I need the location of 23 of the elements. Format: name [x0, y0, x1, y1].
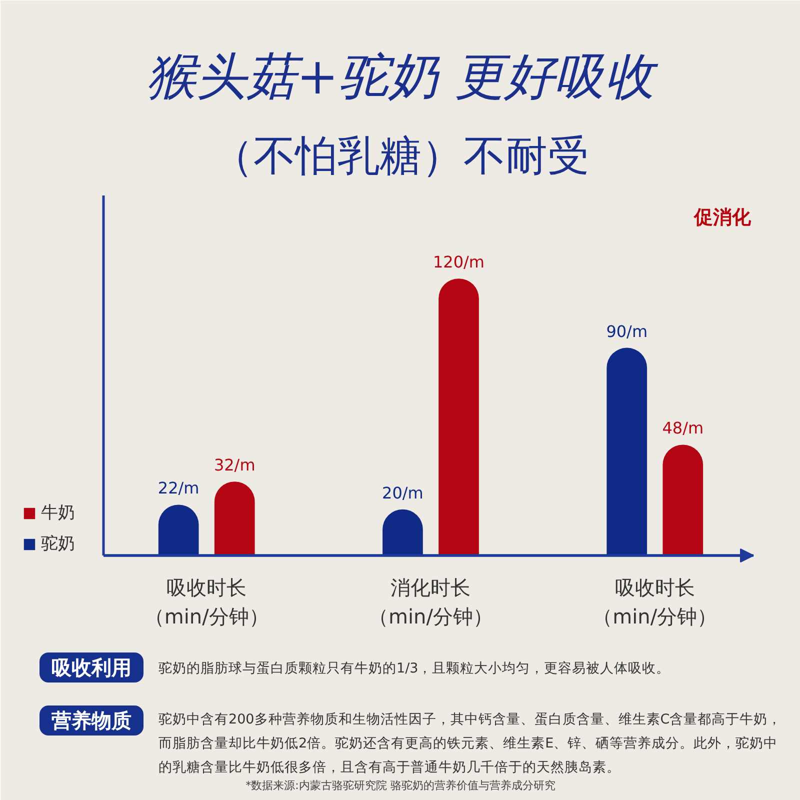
- x-tick-label: 消化时长（min/分钟）: [368, 576, 493, 628]
- bar: [606, 348, 648, 556]
- x-tick-label: 吸收时长（min/分钟）: [592, 576, 718, 628]
- chart-title: 猴头菇+驼奶 更好吸收: [146, 48, 658, 106]
- data-label: 48/m: [662, 418, 704, 438]
- data-label: 20/m: [382, 483, 424, 502]
- text: *数据来源:内蒙古骆驼研究院 骆驼奶的营养价值与营养成分研究: [246, 779, 556, 792]
- data-label: 120/m: [433, 252, 485, 272]
- bar: [438, 278, 479, 556]
- data-label: 32/m: [214, 456, 256, 475]
- bar: [214, 482, 255, 556]
- bar: [662, 444, 704, 556]
- data-label: 90/m: [606, 322, 648, 341]
- x-tick-label: 吸收时长（min/分钟）: [144, 576, 269, 628]
- legend-label: 牛奶: [41, 502, 75, 524]
- text: 驼奶中含有200多种营养物质和生物活性因子，其中钙含量、蛋白质含量、维生素C含量都高于牛奶，而脂肪含量却比牛奶低2倍。驼奶还含有更高的铁元素、维生素E、锌、硒等营养成分。此外，驼奶中的乳糖含量比牛奶低很多倍，且含有高于普通牛奶几千倍于的天然胰岛素。: [158, 712, 782, 776]
- chart-subtitle: （不怕乳糖）不耐受: [212, 131, 590, 180]
- text: 促消化: [693, 206, 752, 228]
- legend-label: 驼奶: [41, 533, 75, 555]
- data-label: 22/m: [158, 478, 200, 498]
- text: 驼奶的脂肪球与蛋白质颗粒只有牛奶的1/3，且颗粒大小均匀，更容易被人体吸收。: [158, 660, 670, 676]
- text: 营养物质: [50, 708, 132, 732]
- text: 吸收利用: [52, 656, 132, 680]
